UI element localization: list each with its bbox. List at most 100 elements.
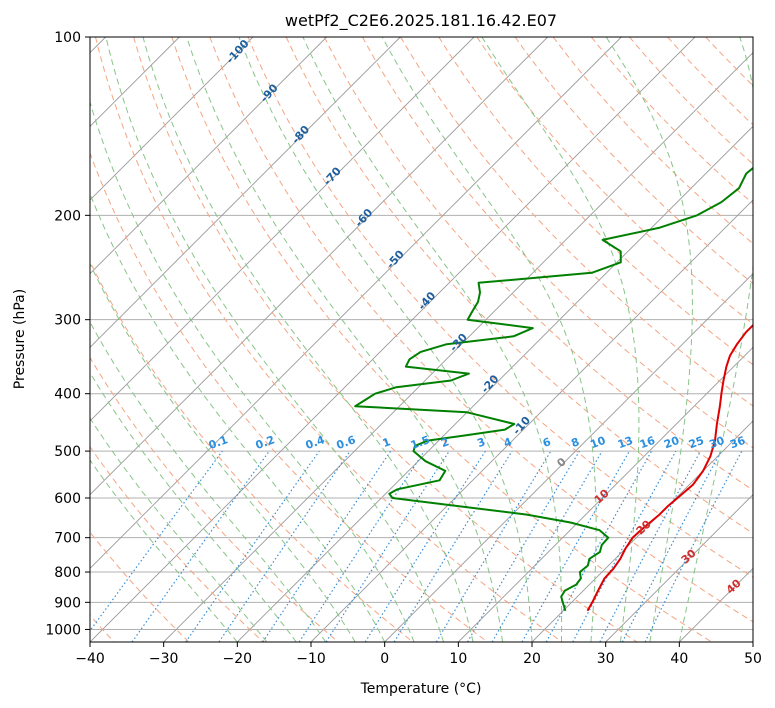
dry-adiabat-line <box>590 37 753 205</box>
x-tick-label: −10 <box>296 651 326 667</box>
x-tick-label: −40 <box>75 651 105 667</box>
mixing-ratio-line <box>364 450 486 642</box>
dry-adiabat-line <box>552 37 753 245</box>
mixing-ratio-label: 1 <box>381 435 393 450</box>
mixing-ratio-label: 3 <box>475 435 487 450</box>
isotherm-line <box>605 494 753 642</box>
mixing-ratio-line <box>545 450 653 642</box>
mixing-ratio-line <box>218 450 351 642</box>
dewpoint-profile-line <box>354 166 753 612</box>
isotherm-line <box>90 37 548 496</box>
temperature-profile-line <box>586 323 753 612</box>
dry-adiabat-label: -60 <box>352 206 375 230</box>
moist-adiabat-line <box>142 37 474 642</box>
mixing-ratio-line <box>644 450 743 642</box>
mixing-ratio-line <box>521 450 631 642</box>
dry-adiabat-line <box>90 531 190 642</box>
isotherm-line <box>752 641 753 642</box>
y-tick-label: 1000 <box>45 622 81 638</box>
mixing-ratio-line <box>325 450 450 642</box>
dry-adiabat-label: -10 <box>510 414 533 438</box>
dry-adiabat-line <box>247 37 753 578</box>
isotherm-line <box>90 37 327 275</box>
moist-adiabat-label: 10 <box>592 486 612 506</box>
mixing-ratio-label: 0.6 <box>335 433 358 452</box>
dry-adiabat-line <box>323 37 753 491</box>
isotherm-line <box>90 37 401 348</box>
dry-adiabat-line <box>90 260 414 642</box>
y-axis: 100 200 300 400 500 600 700 800 900 1000 <box>45 30 90 638</box>
moist-adiabat-label: 40 <box>724 576 744 596</box>
moist-adiabat-line <box>90 459 238 642</box>
mixing-ratio-line <box>599 450 702 642</box>
isotherm-line <box>90 37 622 569</box>
moist-adiabat-line <box>105 37 445 642</box>
isotherm-line <box>531 420 753 642</box>
dry-adiabat-line <box>400 37 753 407</box>
moist-adiabat-line <box>90 417 268 642</box>
mixing-ratio-label: 13 <box>616 434 635 451</box>
dry-adiabat-label: -20 <box>479 372 502 396</box>
moist-adiabat-line <box>678 37 753 642</box>
moist-adiabat-line <box>90 192 386 642</box>
dry-adiabat-line <box>438 37 753 366</box>
dry-adiabat-line <box>90 151 488 642</box>
mixing-ratio-label: 0.4 <box>304 433 327 452</box>
x-tick-label: 50 <box>744 651 762 667</box>
moist-adiabat-label: 0 <box>554 455 569 470</box>
chart-title: wetPf2_C2E6.2025.181.16.42.E07 <box>285 11 557 31</box>
x-axis-label: Temperature (°C) <box>360 681 482 697</box>
isotherm-line <box>90 37 475 422</box>
isotherm-line <box>90 37 696 642</box>
isotherm-line <box>237 125 753 642</box>
mixing-ratio-label: 0.1 <box>207 433 230 452</box>
mixing-ratio-label: 25 <box>687 434 706 451</box>
mixing-ratio-label: 30 <box>707 434 726 452</box>
dry-adiabat-line <box>133 37 638 642</box>
mixing-ratio-label: 8 <box>569 435 581 450</box>
mixing-ratio-label: 1.5 <box>409 433 432 452</box>
dry-adiabat-line <box>90 445 264 642</box>
moist-adiabat-line <box>90 371 297 642</box>
dry-adiabat-label: -80 <box>289 123 312 147</box>
y-tick-label: 600 <box>54 491 81 507</box>
isotherm-line <box>310 199 753 642</box>
dry-adiabat-line <box>95 37 563 642</box>
x-tick-label: 20 <box>523 651 541 667</box>
y-tick-label: 700 <box>54 531 81 547</box>
moist-adiabat-line <box>90 100 415 642</box>
mixing-ratio-line <box>90 450 223 632</box>
mixing-ratio-line <box>185 450 320 642</box>
dry-adiabat-line <box>285 37 753 534</box>
mixing-ratio-label: 10 <box>589 434 608 452</box>
y-tick-label: 100 <box>54 30 81 46</box>
moist-adiabat-line <box>238 37 533 642</box>
dry-adiabat-label: -70 <box>321 164 344 188</box>
mixing-ratio-line <box>466 450 580 642</box>
moist-adiabat-line <box>605 37 693 642</box>
x-tick-label: −20 <box>223 651 253 667</box>
mixing-ratio-line <box>393 450 513 642</box>
x-tick-label: −30 <box>149 651 179 667</box>
mixing-ratio-label: 2 <box>439 435 451 450</box>
moist-adiabat-line <box>186 37 503 642</box>
plot-frame <box>89 36 754 643</box>
y-tick-label: 900 <box>54 595 81 611</box>
isotherm-line <box>90 37 254 201</box>
x-tick-label: 0 <box>380 651 389 667</box>
moist-adiabat-line <box>90 262 356 642</box>
y-tick-label: 800 <box>54 565 81 581</box>
y-tick-label: 200 <box>54 208 81 224</box>
moist-adiabat-line <box>481 37 640 642</box>
x-tick-label: 10 <box>449 651 467 667</box>
mixing-ratio-label: 0.2 <box>254 433 277 452</box>
dry-adiabat-line <box>90 356 339 642</box>
moist-adiabat-line <box>90 321 327 642</box>
background-lines <box>90 37 753 642</box>
dry-adiabat-label: -100 <box>224 37 252 66</box>
mixing-ratio-line <box>572 450 677 642</box>
isotherm-line <box>384 273 753 642</box>
y-tick-label: 300 <box>54 313 81 329</box>
mixing-ratio-line <box>298 450 425 642</box>
